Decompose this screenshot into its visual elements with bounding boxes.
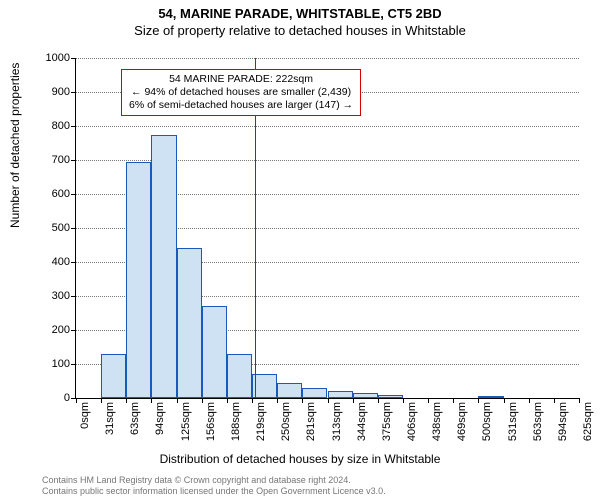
xtick-label: 188sqm <box>230 402 242 441</box>
ytick-mark <box>71 58 76 59</box>
xtick-label: 281sqm <box>305 402 317 441</box>
ytick-label: 900 <box>30 86 70 98</box>
annotation-line-2: ← 94% of detached houses are smaller (2,… <box>129 86 353 99</box>
xtick-mark <box>554 398 555 403</box>
xtick-mark <box>378 398 379 403</box>
histogram-bar <box>478 396 503 398</box>
xtick-mark <box>202 398 203 403</box>
plot-area: 54 MARINE PARADE: 222sqm ← 94% of detach… <box>75 58 579 399</box>
xtick-mark <box>529 398 530 403</box>
xtick-label: 313sqm <box>331 402 343 441</box>
ytick-mark <box>71 160 76 161</box>
ytick-mark <box>71 92 76 93</box>
ytick-mark <box>71 296 76 297</box>
annotation-line-1: 54 MARINE PARADE: 222sqm <box>129 73 353 86</box>
xtick-label: 31sqm <box>104 402 116 435</box>
histogram-bar <box>151 135 176 399</box>
xtick-label: 219sqm <box>255 402 267 441</box>
ytick-label: 1000 <box>30 52 70 64</box>
xtick-mark <box>353 398 354 403</box>
xtick-label: 531sqm <box>507 402 519 441</box>
xtick-mark <box>227 398 228 403</box>
ytick-label: 400 <box>30 256 70 268</box>
xtick-label: 344sqm <box>356 402 368 441</box>
ytick-mark <box>71 262 76 263</box>
histogram-bar <box>101 354 126 398</box>
ytick-label: 500 <box>30 222 70 234</box>
xtick-label: 63sqm <box>129 402 141 435</box>
ytick-mark <box>71 194 76 195</box>
histogram-bar <box>378 395 403 398</box>
ytick-label: 200 <box>30 324 70 336</box>
xtick-label: 500sqm <box>481 402 493 441</box>
ytick-mark <box>71 228 76 229</box>
annotation-box: 54 MARINE PARADE: 222sqm ← 94% of detach… <box>121 69 361 116</box>
chart-subtitle: Size of property relative to detached ho… <box>0 21 600 38</box>
xtick-mark <box>252 398 253 403</box>
histogram-bar <box>328 391 353 398</box>
xtick-label: 406sqm <box>406 402 418 441</box>
chart-title: 54, MARINE PARADE, WHITSTABLE, CT5 2BD <box>0 0 600 21</box>
xtick-label: 156sqm <box>205 402 217 441</box>
ytick-mark <box>71 126 76 127</box>
histogram-bar <box>353 393 378 398</box>
histogram-bar <box>302 388 327 398</box>
ytick-label: 0 <box>30 392 70 404</box>
xtick-label: 469sqm <box>456 402 468 441</box>
xtick-label: 250sqm <box>280 402 292 441</box>
chart-container: 54, MARINE PARADE, WHITSTABLE, CT5 2BD S… <box>0 0 600 500</box>
xtick-mark <box>177 398 178 403</box>
xtick-mark <box>302 398 303 403</box>
ytick-label: 700 <box>30 154 70 166</box>
histogram-bar <box>252 374 277 398</box>
xtick-label: 375sqm <box>381 402 393 441</box>
y-axis-label: Number of detached properties <box>8 63 22 228</box>
histogram-bar <box>177 248 202 398</box>
xtick-mark <box>277 398 278 403</box>
xtick-mark <box>126 398 127 403</box>
xtick-mark <box>76 398 77 403</box>
histogram-bar <box>277 383 302 398</box>
ytick-mark <box>71 364 76 365</box>
ytick-label: 100 <box>30 358 70 370</box>
annotation-line-3: 6% of semi-detached houses are larger (1… <box>129 99 353 112</box>
ytick-label: 300 <box>30 290 70 302</box>
histogram-bar <box>227 354 252 398</box>
xtick-label: 0sqm <box>79 402 91 429</box>
gridline <box>76 126 579 127</box>
ytick-label: 800 <box>30 120 70 132</box>
ytick-label: 600 <box>30 188 70 200</box>
x-axis-label: Distribution of detached houses by size … <box>0 452 600 466</box>
ytick-mark <box>71 330 76 331</box>
xtick-label: 94sqm <box>154 402 166 435</box>
xtick-label: 438sqm <box>431 402 443 441</box>
xtick-mark <box>151 398 152 403</box>
xtick-mark <box>428 398 429 403</box>
histogram-bar <box>202 306 227 398</box>
xtick-label: 563sqm <box>532 402 544 441</box>
footer-attribution: Contains HM Land Registry data © Crown c… <box>42 475 386 496</box>
xtick-mark <box>453 398 454 403</box>
xtick-mark <box>403 398 404 403</box>
gridline <box>76 58 579 59</box>
xtick-label: 594sqm <box>557 402 569 441</box>
xtick-mark <box>478 398 479 403</box>
histogram-bar <box>126 162 151 398</box>
xtick-mark <box>579 398 580 403</box>
xtick-label: 125sqm <box>180 402 192 441</box>
xtick-mark <box>101 398 102 403</box>
xtick-label: 625sqm <box>582 402 594 441</box>
xtick-mark <box>504 398 505 403</box>
xtick-mark <box>328 398 329 403</box>
